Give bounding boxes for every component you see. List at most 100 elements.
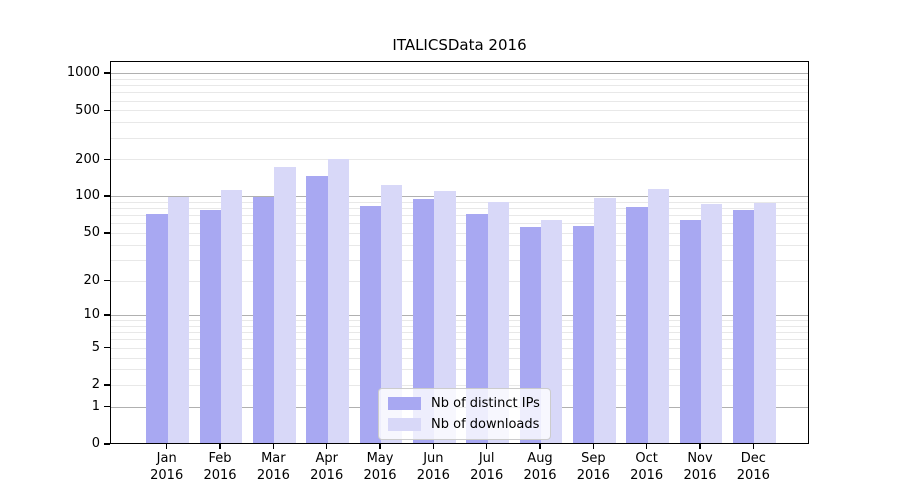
x-tick-mark (592, 444, 595, 449)
x-tick-label: Feb 2016 (203, 451, 237, 483)
y-gridline-minor (111, 208, 808, 210)
y-gridline-minor (111, 384, 808, 386)
bar (754, 202, 776, 443)
y-gridline-major (111, 315, 808, 317)
x-tick-mark (379, 444, 381, 449)
bar (679, 219, 701, 443)
legend-swatch-distinct-ips (388, 397, 421, 410)
bar (733, 210, 755, 443)
y-gridline-minor (111, 201, 808, 203)
bar (381, 185, 403, 443)
bar (221, 189, 243, 443)
y-gridline-minor (111, 137, 808, 139)
y-gridline-minor (111, 280, 808, 282)
x-tick-label: Jul 2016 (470, 451, 504, 483)
y-gridline-major (111, 196, 808, 198)
bar (626, 206, 648, 443)
y-tick-label: 1000 (66, 65, 100, 81)
legend-label: Nb of downloads (431, 417, 540, 432)
y-gridline-minor (111, 85, 808, 87)
bar (146, 213, 168, 443)
y-tick-label: 10 (83, 307, 100, 323)
y-tick-label: 200 (75, 151, 100, 167)
y-tick-label: 20 (83, 272, 100, 288)
y-tick-mark (104, 346, 110, 349)
y-tick-label: 5 (91, 339, 100, 355)
x-tick-mark (485, 444, 488, 449)
y-tick-label: 500 (75, 102, 100, 118)
x-tick-mark (165, 444, 168, 449)
y-gridline-minor (111, 122, 808, 124)
x-tick-mark (699, 444, 701, 449)
y-gridline-minor (111, 215, 808, 217)
bar (434, 191, 456, 443)
x-tick-label: Dec 2016 (736, 451, 770, 483)
y-tick-mark (104, 72, 110, 74)
bar (594, 198, 616, 443)
x-tick-label: Apr 2016 (310, 451, 344, 483)
bar (573, 226, 595, 443)
y-gridline-minor (111, 78, 808, 80)
y-tick-label: 50 (83, 225, 100, 241)
y-gridline-minor (111, 100, 808, 102)
y-tick-mark (104, 443, 110, 445)
x-tick-label: Jun 2016 (416, 451, 450, 483)
y-tick-label: 2 (91, 377, 100, 393)
legend-item: Nb of distinct IPs (388, 396, 540, 411)
y-tick-label: 1 (91, 398, 100, 414)
y-gridline-minor (111, 259, 808, 261)
x-tick-label: Aug 2016 (523, 451, 557, 483)
y-gridline-minor (111, 320, 808, 322)
y-tick-mark (104, 384, 110, 386)
y-tick-mark (104, 405, 110, 408)
y-tick-mark (104, 109, 110, 112)
x-tick-label: Nov 2016 (683, 451, 717, 483)
bar (306, 175, 328, 443)
y-tick-label: 0 (91, 436, 100, 451)
x-tick-label: Oct 2016 (630, 451, 664, 483)
y-gridline-minor (111, 92, 808, 94)
y-tick-mark (104, 279, 110, 282)
bar (327, 158, 349, 443)
x-tick-mark (752, 444, 755, 449)
y-tick-mark (104, 195, 110, 197)
bar (487, 202, 509, 443)
y-tick-mark (104, 232, 110, 234)
y-gridline-minor (111, 159, 808, 161)
bar (413, 199, 435, 443)
y-gridline-minor (111, 232, 808, 234)
bar (359, 206, 381, 443)
y-gridline-minor (111, 332, 808, 334)
x-tick-mark (432, 444, 435, 449)
y-gridline-minor (111, 357, 808, 359)
y-tick-mark (104, 314, 110, 316)
chart-title: ITALICSData 2016 (392, 36, 527, 54)
y-gridline-minor (111, 347, 808, 349)
y-gridline-minor (111, 369, 808, 371)
y-tick-label: 100 (75, 188, 100, 204)
y-tick-mark (104, 158, 110, 161)
plot-area: Nb of distinct IPs Nb of downloads (110, 61, 809, 444)
legend-swatch-downloads (388, 418, 421, 431)
legend-item: Nb of downloads (388, 417, 540, 432)
y-gridline-minor (111, 339, 808, 341)
bar (167, 196, 189, 443)
legend-label: Nb of distinct IPs (431, 396, 540, 411)
bar (541, 219, 563, 443)
x-tick-label: Sep 2016 (576, 451, 610, 483)
y-gridline-minor (111, 326, 808, 327)
x-tick-mark (325, 444, 328, 449)
bar (274, 166, 296, 443)
y-gridline-minor (111, 244, 808, 246)
bar (466, 213, 488, 443)
y-gridline-minor (111, 223, 808, 225)
bar (701, 204, 723, 443)
x-tick-mark (219, 444, 221, 449)
x-tick-mark (539, 444, 541, 449)
x-tick-mark (645, 444, 648, 449)
y-gridline-minor (111, 110, 808, 112)
legend: Nb of distinct IPs Nb of downloads (378, 388, 551, 440)
x-tick-mark (272, 444, 275, 449)
x-tick-label: Mar 2016 (256, 451, 290, 483)
